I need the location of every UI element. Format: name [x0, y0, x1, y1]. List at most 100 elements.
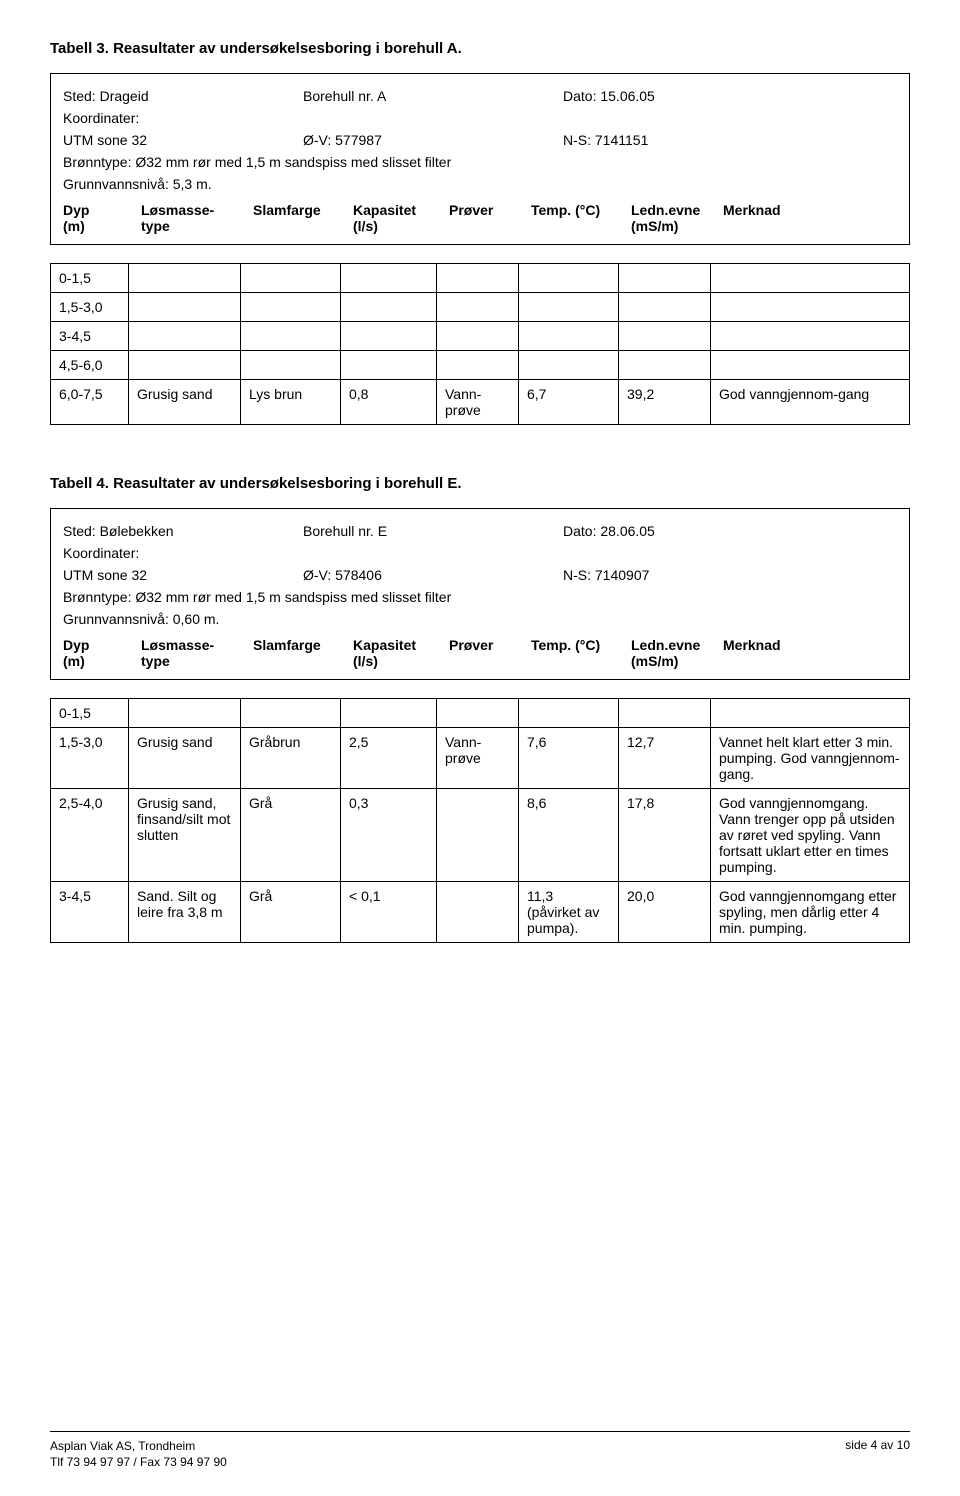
cell-prov: Vann-prøve [437, 728, 519, 789]
cell-temp [519, 699, 619, 728]
cell-ledn: 12,7 [619, 728, 711, 789]
cell-prov [437, 882, 519, 943]
table4-header-row: Dyp(m) Løsmasse-type Slamfarge Kapasitet… [63, 637, 897, 669]
cell-kap [341, 293, 437, 322]
hdr-merk: Merknad [723, 202, 897, 234]
cell-merk: Vannet helt klart etter 3 min. pumping. … [711, 728, 910, 789]
hdr-type: Løsmasse-type [141, 202, 253, 234]
cell-merk [711, 322, 910, 351]
cell-prov [437, 264, 519, 293]
cell-temp: 6,7 [519, 380, 619, 425]
ov-label: Ø-V: 578406 [303, 567, 503, 583]
page-footer: Asplan Viak AS, Trondheim Tlf 73 94 97 9… [50, 1431, 910, 1470]
hdr-prov: Prøver [449, 202, 531, 234]
cell-ledn [619, 264, 711, 293]
table-row: 0-1,5 [51, 264, 910, 293]
table-row: 0-1,5 [51, 699, 910, 728]
cell-kap: 0,3 [341, 789, 437, 882]
ns-label: N-S: 7140907 [563, 567, 649, 583]
hdr-dyp-1: Dyp [63, 637, 89, 653]
table3-header-row: Dyp(m) Løsmasse-type Slamfarge Kapasitet… [63, 202, 897, 234]
hdr-slam: Slamfarge [253, 202, 353, 234]
table3-data: 0-1,51,5-3,03-4,54,5-6,06,0-7,5Grusig sa… [50, 263, 910, 425]
cell-type [129, 351, 241, 380]
cell-slam [241, 351, 341, 380]
ns-label: N-S: 7141151 [563, 132, 648, 148]
cell-prov [437, 789, 519, 882]
hdr-kap-1: Kapasitet [353, 637, 416, 653]
table-row: 3-4,5 [51, 322, 910, 351]
table-row: 3-4,5Sand. Silt og leire fra 3,8 mGrå< 0… [51, 882, 910, 943]
cell-type: Grusig sand [129, 728, 241, 789]
hdr-kap: Kapasitet(l/s) [353, 637, 449, 669]
bronntype-label: Brønntype: Ø32 mm rør med 1,5 m sandspis… [63, 589, 451, 605]
hdr-type-1: Løsmasse- [141, 637, 214, 653]
table3-title: Tabell 3. Reasultater av undersøkelsesbo… [50, 40, 910, 57]
cell-dyp: 1,5-3,0 [51, 293, 129, 322]
cell-slam: Grå [241, 882, 341, 943]
cell-prov [437, 322, 519, 351]
footer-company: Asplan Viak AS, Trondheim [50, 1439, 195, 1453]
cell-merk: God vanngjennomgang. Vann trenger opp på… [711, 789, 910, 882]
dato-label: Dato: 15.06.05 [563, 88, 655, 104]
table4-row-koord: Koordinater: [63, 545, 897, 561]
hdr-temp: Temp. (°C) [531, 637, 631, 669]
hdr-dyp-2: (m) [63, 218, 85, 234]
table4-data: 0-1,51,5-3,0Grusig sandGråbrun2,5Vann-pr… [50, 698, 910, 943]
table4-row-utm: UTM sone 32 Ø-V: 578406 N-S: 7140907 [63, 567, 897, 583]
table4-title: Tabell 4. Reasultater av undersøkelsesbo… [50, 475, 910, 492]
cell-temp [519, 264, 619, 293]
cell-slam: Lys brun [241, 380, 341, 425]
hdr-prov: Prøver [449, 637, 531, 669]
cell-dyp: 0-1,5 [51, 699, 129, 728]
cell-temp [519, 351, 619, 380]
hdr-type-2: type [141, 218, 170, 234]
hdr-ledn: Ledn.evne(mS/m) [631, 637, 723, 669]
table-row: 2,5-4,0Grusig sand, finsand/silt mot slu… [51, 789, 910, 882]
grunnvann-label: Grunnvannsnivå: 0,60 m. [63, 611, 219, 627]
cell-prov: Vann-prøve [437, 380, 519, 425]
table-row: 1,5-3,0Grusig sandGråbrun2,5Vann-prøve7,… [51, 728, 910, 789]
cell-type [129, 264, 241, 293]
cell-ledn [619, 699, 711, 728]
table3-infobox: Sted: Drageid Borehull nr. A Dato: 15.06… [50, 73, 910, 245]
hdr-type-2: type [141, 653, 170, 669]
sted-label: Sted: Drageid [63, 88, 243, 104]
table4-row-grunnvann: Grunnvannsnivå: 0,60 m. [63, 611, 897, 627]
cell-ledn [619, 322, 711, 351]
cell-kap: 2,5 [341, 728, 437, 789]
hdr-slam: Slamfarge [253, 637, 353, 669]
cell-type: Grusig sand, finsand/silt mot slutten [129, 789, 241, 882]
hdr-ledn-2: (mS/m) [631, 653, 678, 669]
cell-dyp: 2,5-4,0 [51, 789, 129, 882]
cell-temp [519, 322, 619, 351]
hdr-type: Løsmasse-type [141, 637, 253, 669]
cell-temp [519, 293, 619, 322]
cell-type [129, 699, 241, 728]
grunnvann-label: Grunnvannsnivå: 5,3 m. [63, 176, 212, 192]
page: Tabell 3. Reasultater av undersøkelsesbo… [0, 0, 960, 1496]
footer-page: side 4 av 10 [845, 1438, 910, 1470]
hdr-temp: Temp. (°C) [531, 202, 631, 234]
table4-row-sted: Sted: Bølebekken Borehull nr. E Dato: 28… [63, 523, 897, 539]
cell-temp: 11,3 (påvirket av pumpa). [519, 882, 619, 943]
cell-merk [711, 264, 910, 293]
cell-dyp: 3-4,5 [51, 322, 129, 351]
cell-prov [437, 699, 519, 728]
table-row: 1,5-3,0 [51, 293, 910, 322]
hdr-merk: Merknad [723, 637, 897, 669]
utm-label: UTM sone 32 [63, 567, 243, 583]
cell-slam [241, 264, 341, 293]
cell-kap [341, 351, 437, 380]
borehull-label: Borehull nr. A [303, 88, 503, 104]
hdr-type-1: Løsmasse- [141, 202, 214, 218]
cell-type [129, 322, 241, 351]
cell-slam: Grå [241, 789, 341, 882]
footer-left: Asplan Viak AS, Trondheim Tlf 73 94 97 9… [50, 1438, 227, 1470]
table3-row-grunnvann: Grunnvannsnivå: 5,3 m. [63, 176, 897, 192]
table-row: 4,5-6,0 [51, 351, 910, 380]
footer-contact: Tlf 73 94 97 97 / Fax 73 94 97 90 [50, 1455, 227, 1469]
cell-type [129, 293, 241, 322]
cell-kap: 0,8 [341, 380, 437, 425]
cell-dyp: 3-4,5 [51, 882, 129, 943]
